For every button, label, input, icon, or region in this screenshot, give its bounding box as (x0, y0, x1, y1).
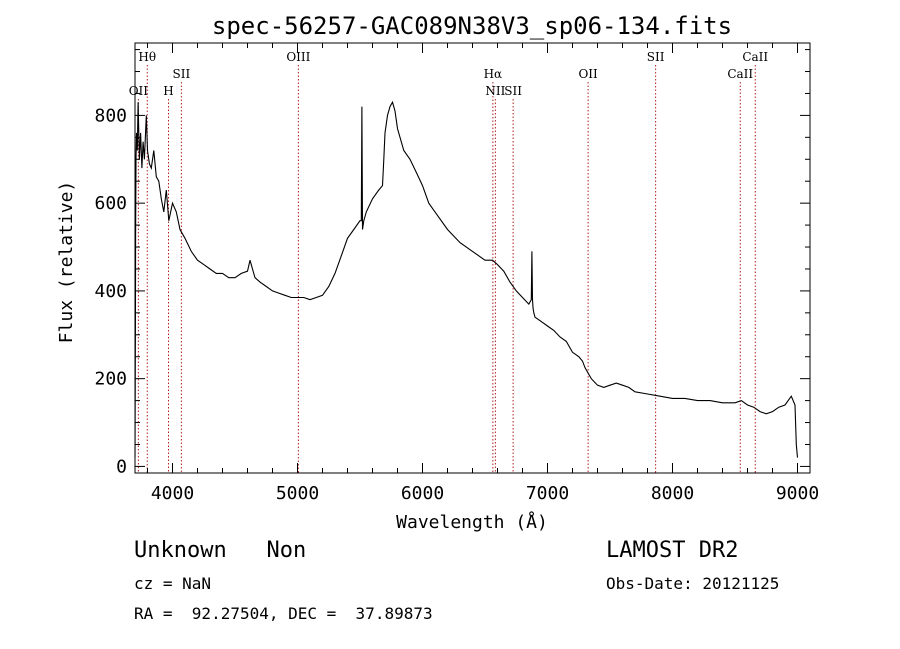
line-marker-label: OII (578, 67, 598, 81)
spectrum-line (134, 100, 799, 458)
line-marker-label: NII (485, 84, 505, 98)
x-tick-label: 8000 (651, 483, 694, 504)
line-marker-label: CaII (727, 67, 753, 81)
line-marker-label: OII (129, 84, 149, 98)
line-marker-label: CaII (742, 50, 768, 64)
line-marker-label: H (163, 84, 173, 98)
x-tick-label: 9000 (776, 483, 819, 504)
x-tick-label: 4000 (151, 483, 194, 504)
plot-frame (134, 42, 811, 474)
x-tick-label: 6000 (401, 483, 444, 504)
x-axis-label: Wavelength (Å) (396, 511, 548, 533)
coordinates-text: RA = 92.27504, DEC = 37.89873 (134, 604, 433, 623)
line-marker-label: SII (504, 84, 522, 98)
line-marker-label: SII (173, 67, 191, 81)
y-tick-label: 200 (94, 369, 127, 390)
line-marker-label: Hθ (138, 50, 156, 64)
y-tick-label: 800 (94, 105, 127, 126)
y-axis-label: Flux (relative) (56, 181, 77, 344)
line-marker-label: Hα (484, 67, 503, 81)
classification-text: Unknown Non (134, 538, 307, 563)
y-tick-label: 400 (94, 281, 127, 302)
y-tick-label: 0 (116, 456, 127, 477)
x-tick-label: 5000 (276, 483, 319, 504)
x-tick-label: 7000 (526, 483, 569, 504)
y-tick-label: 600 (94, 193, 127, 214)
chart-title: spec-56257-GAC089N38V3_sp06-134.fits (212, 12, 732, 40)
obs-date-text: Obs-Date: 20121125 (606, 574, 780, 593)
redshift-text: cz = NaN (134, 574, 212, 593)
survey-label: LAMOST DR2 (606, 538, 739, 563)
line-marker-label: SII (647, 50, 665, 64)
line-marker-label: OIII (286, 50, 310, 64)
axis-ticks: 4000 5000 6000 7000 8000 9000 0 200 400 600 800 (94, 43, 819, 504)
spectrum-chart: spec-56257-GAC089N38V3_sp06-134.fits Hθ O… (56, 12, 819, 533)
